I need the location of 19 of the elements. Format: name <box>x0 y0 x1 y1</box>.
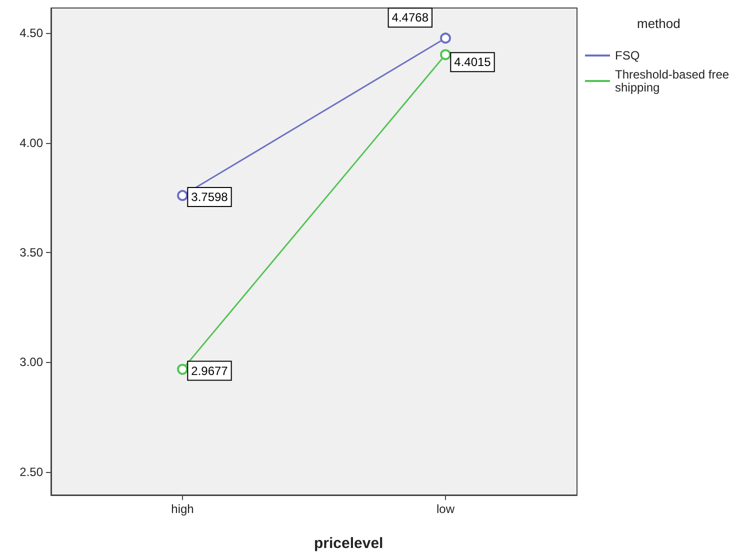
point <box>177 364 188 375</box>
x-tick-label: low <box>436 502 455 516</box>
y-tick-label: 3.00 <box>20 355 44 370</box>
y-tick-label: 3.50 <box>20 245 44 260</box>
y-tick-label: 2.50 <box>20 464 44 479</box>
data-label: 2.9677 <box>191 364 228 378</box>
point <box>440 32 451 44</box>
data-label: 4.4015 <box>454 55 492 70</box>
x-tick-label: high <box>171 502 194 516</box>
data-label: 3.7598 <box>191 190 228 204</box>
point <box>440 49 451 60</box>
legend-title: method <box>637 16 680 31</box>
legend-label: FSQ <box>615 48 640 62</box>
data-label: 4.4768 <box>392 10 429 25</box>
x-axis-title: pricelevel <box>314 535 384 552</box>
y-tick-label: 4.50 <box>20 26 44 40</box>
legend-label: Threshold-based free shipping <box>615 68 732 94</box>
point <box>177 190 188 201</box>
y-tick-label: 4.00 <box>20 136 44 150</box>
